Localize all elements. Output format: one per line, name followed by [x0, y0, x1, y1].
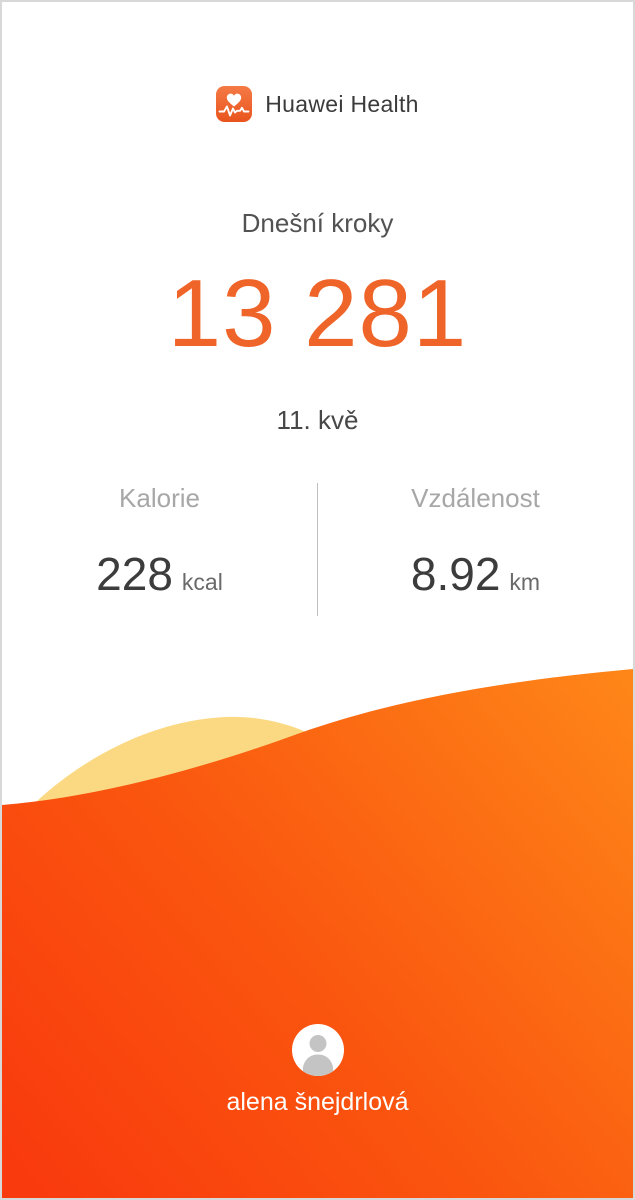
steps-count: 13 281	[167, 260, 468, 367]
user-name: alena šnejdrlová	[226, 1088, 409, 1116]
wave-background	[2, 669, 633, 1198]
huawei-health-app-icon	[216, 86, 253, 122]
steps-date: 11. kvě	[276, 405, 359, 435]
stats-row: Kalorie 228 kcal Vzdálenost 8.92 km	[2, 483, 633, 616]
stat-calories-label: Kalorie	[119, 483, 200, 513]
stat-distance-label: Vzdálenost	[411, 483, 540, 513]
app-title: Huawei Health	[265, 90, 419, 117]
app-header: Huawei Health	[2, 86, 633, 122]
stat-distance-value: 8.92	[410, 548, 501, 600]
stat-calories-unit: kcal	[181, 569, 223, 595]
vertical-divider	[317, 483, 318, 616]
ecg-line-icon	[218, 105, 250, 117]
person-silhouette-icon	[291, 1024, 344, 1076]
stat-distance: Vzdálenost 8.92 km	[318, 483, 633, 601]
stat-calories-value: 228	[96, 548, 173, 600]
stat-distance-unit: km	[509, 569, 541, 595]
stat-calories: Kalorie 228 kcal	[2, 483, 317, 601]
orange-wave	[2, 669, 633, 1198]
user-avatar	[291, 1024, 344, 1076]
steps-label: Dnešní kroky	[241, 208, 394, 238]
heart-icon	[227, 93, 242, 107]
